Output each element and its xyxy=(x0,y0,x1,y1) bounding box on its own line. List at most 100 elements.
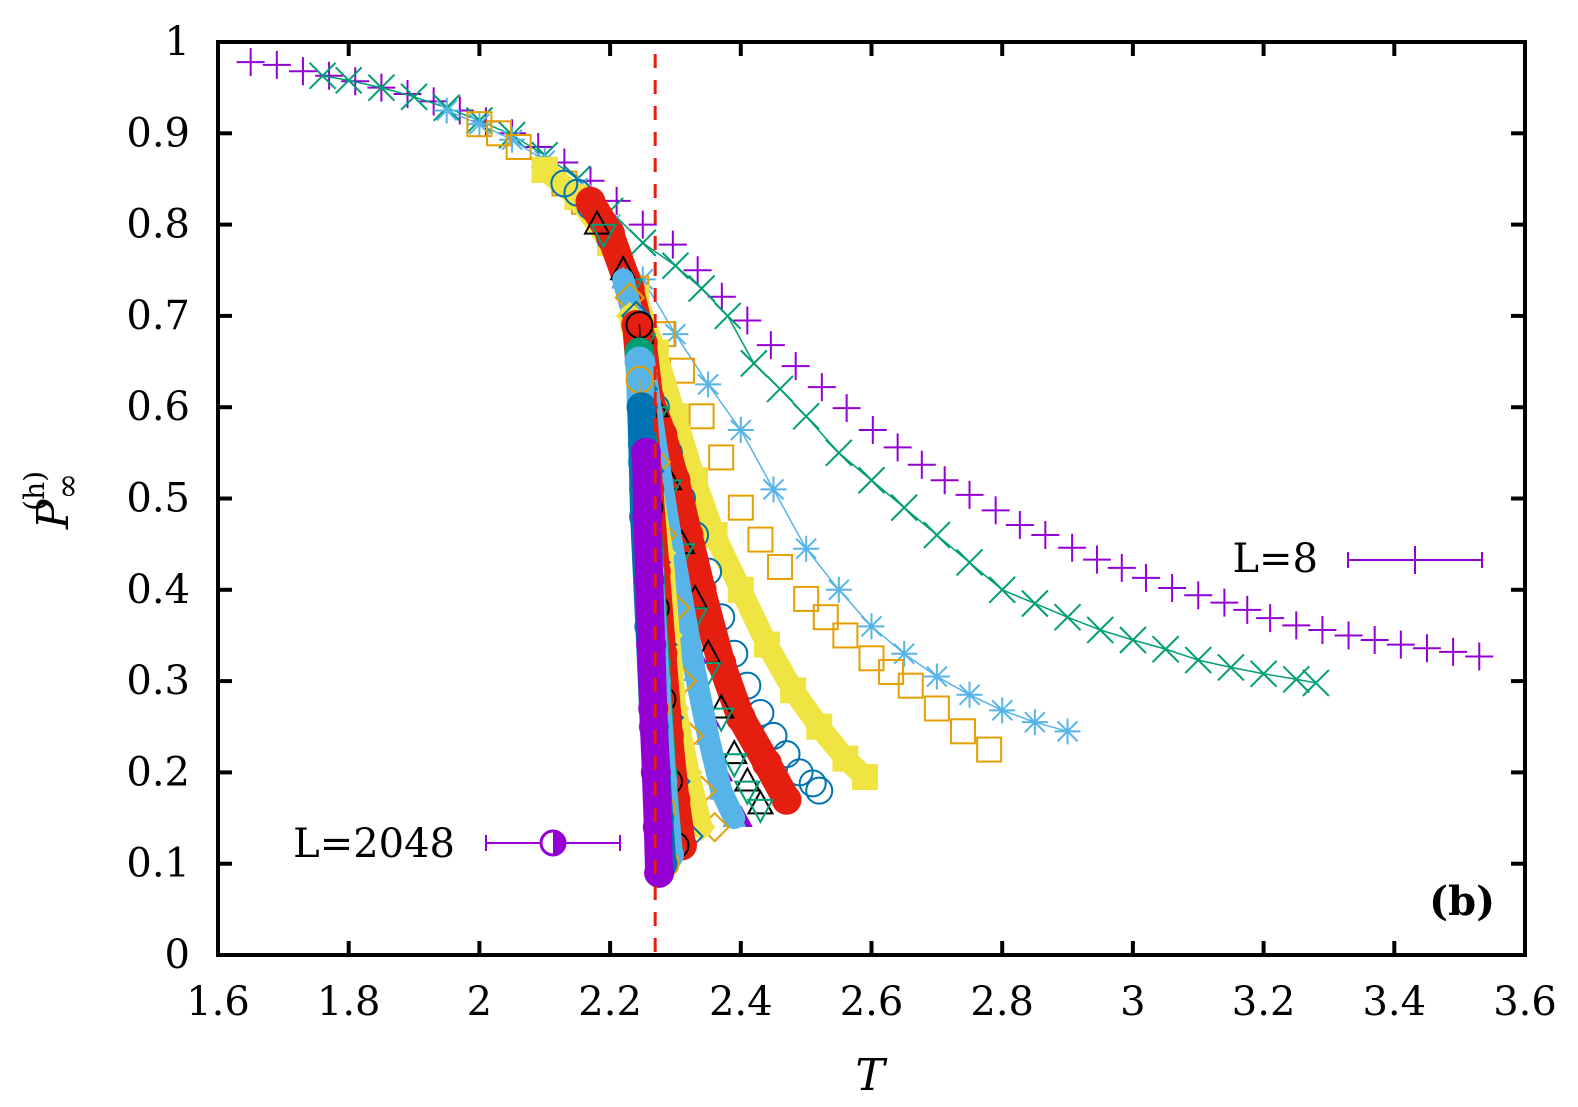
plot-frame xyxy=(216,40,1527,957)
data-point xyxy=(589,223,618,249)
data-point xyxy=(686,574,717,605)
data-point xyxy=(930,466,959,495)
series-layer xyxy=(236,48,1494,888)
data-point xyxy=(714,302,742,330)
x-tick-label: 1.6 xyxy=(186,979,250,1025)
y-axis-label-base: P xyxy=(28,498,79,530)
data-point xyxy=(780,677,807,704)
data-point xyxy=(1158,573,1187,602)
data-point xyxy=(976,736,1003,763)
data-point xyxy=(499,126,526,153)
data-point xyxy=(640,757,671,788)
data-point xyxy=(602,186,631,215)
data-point xyxy=(733,766,762,792)
data-point xyxy=(531,156,558,183)
data-point xyxy=(687,813,716,842)
data-point xyxy=(683,256,712,285)
data-point xyxy=(727,576,754,603)
data-point xyxy=(1233,595,1262,624)
data-point xyxy=(1086,616,1114,644)
y-tick-label: 0.4 xyxy=(126,567,190,613)
data-point xyxy=(989,697,1016,724)
data-point xyxy=(747,526,774,553)
data-point xyxy=(793,585,820,612)
x-tick-label: 3.2 xyxy=(1232,979,1296,1025)
data-point xyxy=(644,857,675,888)
data-point xyxy=(687,274,716,303)
data-point xyxy=(825,576,852,603)
data-point xyxy=(288,57,317,86)
y-tick-label: 0.5 xyxy=(126,476,190,522)
data-point xyxy=(798,769,827,798)
data-point xyxy=(949,718,976,745)
legend-symbol-l8 xyxy=(1347,546,1483,574)
data-point xyxy=(626,392,657,423)
data-point xyxy=(1021,589,1049,618)
data-point xyxy=(1282,611,1311,640)
data-point xyxy=(1439,637,1468,666)
data-point xyxy=(1210,588,1239,617)
y-tick-label: 0.3 xyxy=(126,658,190,704)
data-point xyxy=(766,375,794,403)
data-point xyxy=(1021,709,1048,736)
data-point xyxy=(890,493,918,522)
y-tick-label: 0 xyxy=(165,932,190,978)
data-point xyxy=(1031,521,1060,550)
x-tick-label: 1.8 xyxy=(317,979,381,1025)
legend-label-l2048: L=2048 xyxy=(293,821,455,867)
data-point xyxy=(832,394,861,423)
data-point xyxy=(955,480,984,509)
data-point xyxy=(638,693,669,724)
data-point xyxy=(891,640,918,667)
data-point xyxy=(740,349,768,378)
data-point xyxy=(628,210,657,239)
y-tick-label: 0.6 xyxy=(126,384,190,430)
data-point xyxy=(662,321,689,348)
data-point xyxy=(696,722,721,745)
series-3 xyxy=(466,111,1003,763)
data-point xyxy=(923,663,950,690)
data-point xyxy=(955,548,984,577)
data-point xyxy=(1217,653,1245,682)
y-axis-label-sub: ∞ xyxy=(48,473,86,500)
data-point xyxy=(727,494,754,521)
data-point xyxy=(658,230,687,259)
y-tick-label: 0.2 xyxy=(126,749,190,795)
data-point xyxy=(688,403,715,430)
data-point xyxy=(631,437,662,468)
legend-errorbar xyxy=(1347,546,1483,574)
series-20 xyxy=(631,437,675,888)
data-point xyxy=(727,417,754,444)
data-point xyxy=(367,73,396,102)
data-point xyxy=(858,613,885,640)
data-point xyxy=(907,450,936,479)
x-tick-label: 2.8 xyxy=(970,979,1034,1025)
data-point xyxy=(642,812,673,843)
data-point xyxy=(1151,635,1180,663)
data-point xyxy=(629,229,657,257)
svg-text:P∞(h): P∞(h) xyxy=(18,471,86,530)
data-point xyxy=(858,416,887,445)
data-point xyxy=(722,805,747,828)
data-point xyxy=(858,645,885,672)
data-point xyxy=(1082,545,1111,574)
data-point xyxy=(746,789,775,815)
data-point xyxy=(733,306,762,335)
data-point xyxy=(825,439,853,467)
data-point xyxy=(767,553,794,580)
data-point xyxy=(1465,642,1494,671)
axis-ticks: 1.6 1.8 2 2.2 2.4 2.6 2.8 3 3.2 3.4 3.6 0 0.1 0.2 0.3 0… xyxy=(126,19,1556,1025)
data-point xyxy=(1053,603,1082,631)
x-tick-label: 3.6 xyxy=(1493,979,1557,1025)
data-point xyxy=(805,776,834,805)
data-point xyxy=(1249,660,1278,688)
data-point xyxy=(466,111,493,138)
data-point xyxy=(720,739,748,765)
data-point xyxy=(771,784,802,815)
legend-marker-half xyxy=(553,831,565,855)
y-tick-label: 0.8 xyxy=(126,202,190,248)
data-point xyxy=(1058,533,1087,562)
data-point xyxy=(851,763,878,790)
data-point xyxy=(806,713,833,740)
